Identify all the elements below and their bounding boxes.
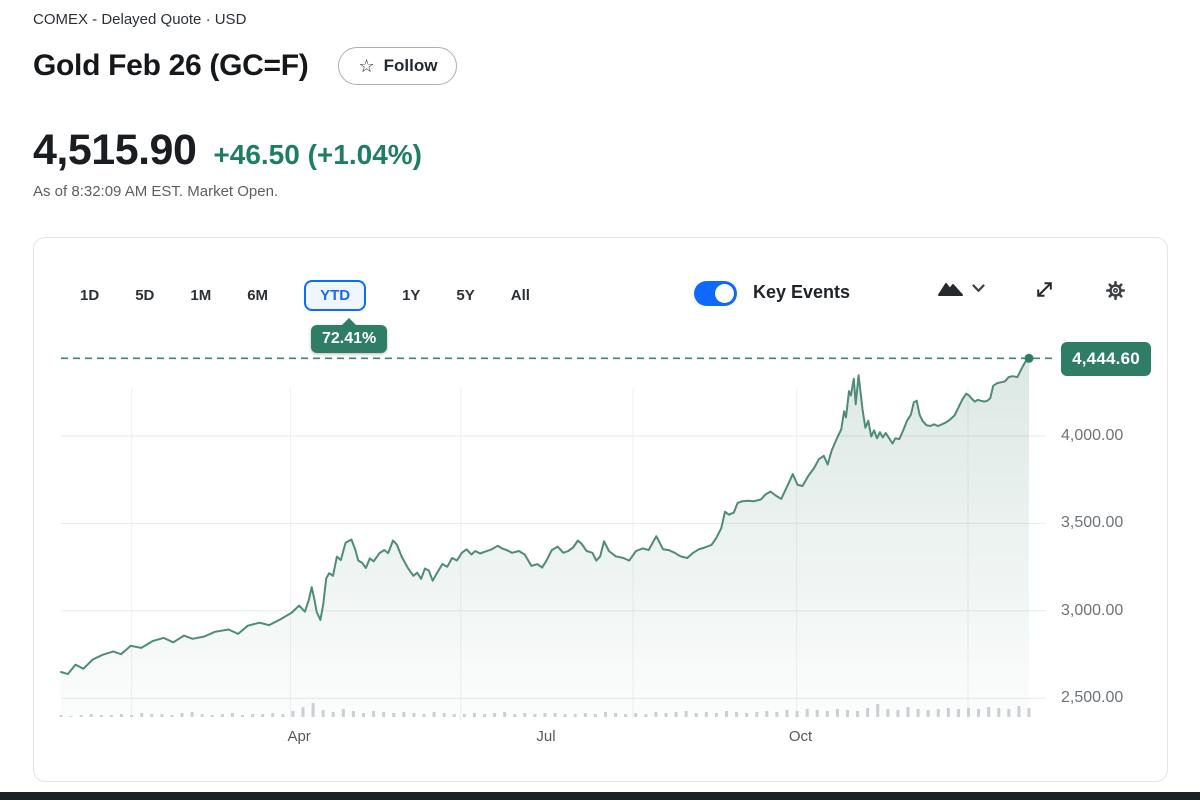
bottom-bar: [0, 792, 1200, 800]
price-change: +46.50 (+1.04%): [213, 139, 422, 170]
range-tab-5y[interactable]: 5Y: [456, 286, 475, 304]
y-axis-tick: 3,500.00: [1061, 514, 1124, 532]
current-price: 4,515.90: [33, 126, 197, 174]
as-of-text: As of 8:32:09 AM EST. Market Open.: [33, 183, 279, 200]
current-price-tag: 4,444.60: [1061, 342, 1151, 376]
chart-toolbar: 1D 5D 1M 6M YTD 1Y 5Y All Key Events: [34, 278, 1167, 312]
expand-button[interactable]: [1035, 280, 1054, 299]
price-line: [60, 357, 1030, 676]
follow-button[interactable]: ☆ Follow: [338, 47, 458, 85]
range-tab-5d[interactable]: 5D: [135, 286, 155, 304]
x-axis-tick: Apr: [287, 728, 311, 745]
price-row: 4,515.90 +46.50 (+1.04%): [33, 126, 422, 175]
y-axis-tick: 4,000.00: [1061, 427, 1124, 444]
star-icon: ☆: [358, 56, 375, 76]
gear-icon: [1105, 280, 1126, 301]
area-fill: [61, 358, 1029, 717]
expand-icon: [1037, 282, 1052, 297]
settings-button[interactable]: [1105, 280, 1126, 301]
x-axis-tick: Oct: [788, 728, 813, 745]
range-tab-1d[interactable]: 1D: [80, 286, 100, 304]
price-chart-canvas[interactable]: [34, 238, 1168, 782]
key-events-label: Key Events: [753, 282, 851, 302]
range-tab-1y[interactable]: 1Y: [402, 286, 421, 304]
ytd-change-badge: 72.41%: [311, 318, 388, 353]
y-axis-tick: 3,000.00: [1061, 601, 1124, 619]
page-title: Gold Feb 26 (GC=F): [33, 49, 309, 82]
follow-button-label: Follow: [383, 56, 438, 75]
last-price-dot: [1024, 353, 1034, 363]
chevron-down-icon: [972, 284, 985, 292]
y-axis-tick: 2,500.00: [1061, 689, 1124, 707]
exchange-line: COMEX - Delayed Quote · USD: [33, 11, 247, 28]
area-chart-icon: [938, 283, 963, 296]
range-tab-1m[interactable]: 1M: [190, 286, 212, 304]
range-tabs: 1D 5D 1M 6M YTD 1Y 5Y All: [80, 278, 530, 312]
range-tab-all[interactable]: All: [510, 286, 530, 304]
chart-card: 1D 5D 1M 6M YTD 1Y 5Y All Key Events: [33, 237, 1168, 782]
range-tab-ytd[interactable]: YTD: [304, 279, 367, 311]
toggle-knob: [715, 284, 734, 303]
key-events-toggle[interactable]: [694, 281, 737, 306]
range-tab-6m[interactable]: 6M: [247, 286, 269, 304]
title-row: Gold Feb 26 (GC=F) ☆ Follow: [33, 47, 458, 85]
x-axis-tick: Jul: [536, 728, 556, 745]
chart-type-button[interactable]: [937, 280, 985, 297]
